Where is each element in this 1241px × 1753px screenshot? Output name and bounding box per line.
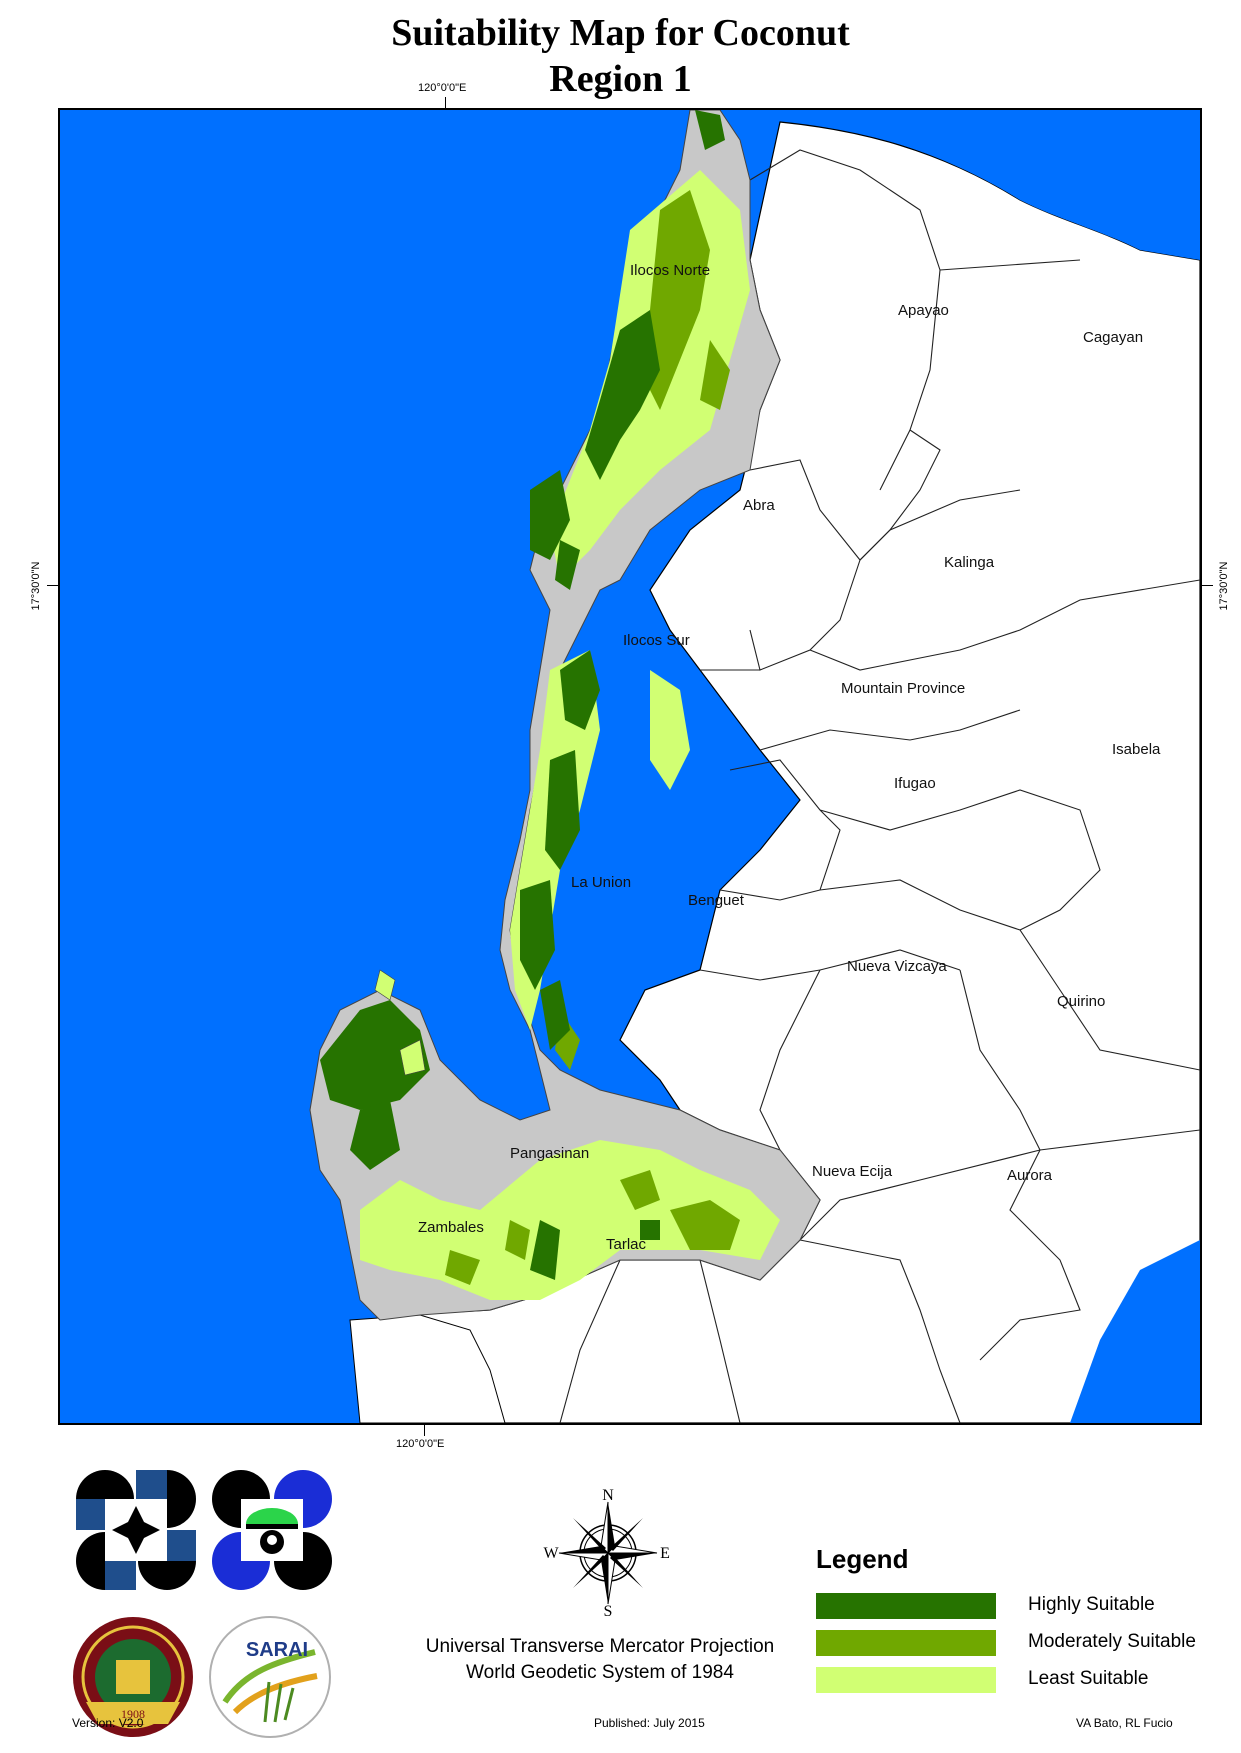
version-text: Version: V2.0 [72,1716,144,1730]
bottom-longitude-label: 120°0'0"E [396,1438,445,1450]
svg-text:S: S [604,1603,613,1618]
province-labels: Ilocos Norte Apayao Cagayan Abra Kalinga… [418,262,1161,1253]
svg-text:E: E [660,1545,670,1562]
projection-line-1: Universal Transverse Mercator Projection [425,1636,775,1657]
label-kalinga: Kalinga [944,554,995,571]
sarai-logo: SARAI [209,1616,331,1738]
authors-text: VA Bato, RL Fucio [1076,1716,1173,1730]
label-la-union: La Union [571,874,631,891]
top-tick [445,97,446,108]
pcaarrd-logo [212,1470,332,1590]
right-latitude-label: 17°30'0"N [1218,561,1230,611]
legend-label-moderately: Moderately Suitable [1028,1631,1196,1652]
label-cagayan: Cagayan [1083,329,1143,346]
label-nueva-ecija: Nueva Ecija [812,1163,893,1180]
label-tarlac: Tarlac [606,1236,647,1253]
left-tick [47,585,58,586]
island [399,1039,426,1076]
map-canvas[interactable]: Ilocos Norte Apayao Cagayan Abra Kalinga… [60,110,1200,1423]
legend-title: Legend [816,1544,909,1574]
highly-suitable-areas [320,110,725,1280]
compass-rose-icon: N S W E [543,1488,670,1618]
province-boundaries [559,149,1200,1423]
label-abra: Abra [743,497,775,514]
published-text: Published: July 2015 [594,1716,705,1730]
label-ifugao: Ifugao [894,775,936,792]
legend-swatch-highly [816,1593,996,1619]
top-longitude-label: 120°0'0"E [418,82,467,94]
projection-line-2: World Geodetic System of 1984 [466,1662,734,1683]
label-zambales: Zambales [418,1219,484,1236]
pacific-north [800,122,1200,260]
map-subtitle: Region 1 [549,58,692,100]
label-quirino: Quirino [1057,993,1105,1010]
label-benguet: Benguet [688,892,745,909]
legend-label-least: Least Suitable [1028,1668,1149,1689]
label-isabela: Isabela [1112,741,1161,758]
dost-logo [76,1470,196,1590]
label-ilocos-sur: Ilocos Sur [623,632,690,649]
legend-swatch-moderately [816,1630,996,1656]
pacific-east [1070,1240,1200,1423]
label-aurora: Aurora [1007,1167,1053,1184]
map-frame[interactable]: Ilocos Norte Apayao Cagayan Abra Kalinga… [58,108,1202,1425]
island [374,969,396,1001]
label-mountain-province: Mountain Province [841,680,965,697]
svg-text:1908: 1908 [121,1707,145,1721]
uplb-seal: 1908 [73,1617,193,1737]
label-ilocos-norte: Ilocos Norte [630,262,710,279]
svg-text:W: W [543,1545,559,1562]
left-latitude-label: 17°30'0"N [30,561,42,611]
legend-label-highly: Highly Suitable [1028,1594,1155,1615]
svg-text:N: N [602,1488,614,1504]
bottom-tick [424,1425,425,1436]
map-title: Suitability Map for Coconut [391,12,850,54]
legend-swatch-least [816,1667,996,1693]
label-nueva-vizcaya: Nueva Vizcaya [847,958,947,975]
label-pangasinan: Pangasinan [510,1145,589,1162]
right-tick [1202,585,1213,586]
label-apayao: Apayao [898,302,949,319]
svg-text:SARAI: SARAI [246,1639,308,1661]
